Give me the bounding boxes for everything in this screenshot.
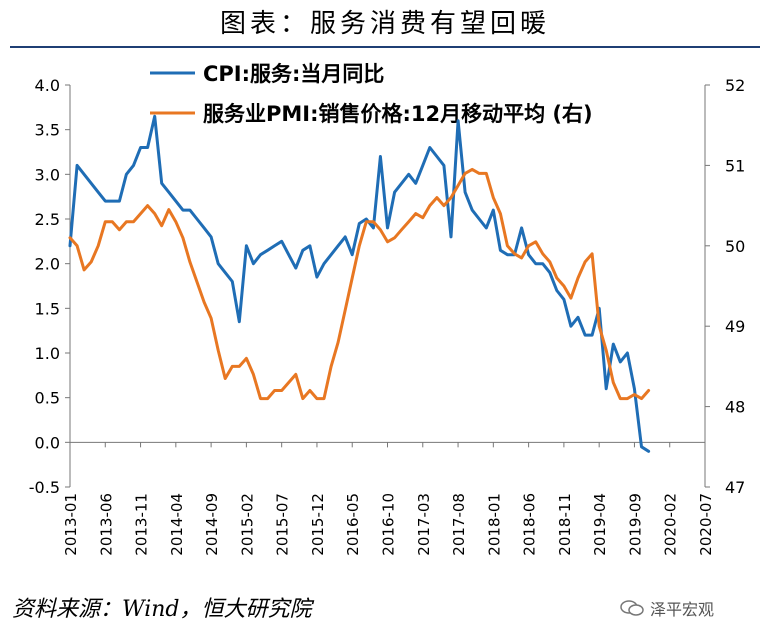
- x-tick-label: 2013-01: [62, 493, 80, 556]
- services-pmi-price-line: [68, 167, 651, 401]
- legend-label: 服务业PMI:销售价格:12月移动平均 (右): [203, 102, 593, 126]
- source-note: 资料来源：Wind，恒大研究院: [12, 597, 312, 622]
- left-tick-label: 0.5: [35, 389, 60, 408]
- left-tick-label: 3.0: [35, 165, 60, 184]
- x-tick-label: 2015-07: [274, 493, 292, 556]
- right-tick-label: 51: [725, 156, 745, 175]
- watermark: 泽平宏观: [620, 596, 714, 620]
- right-tick-label: 52: [725, 76, 745, 95]
- x-tick-label: 2013-11: [133, 493, 151, 556]
- cpi-services-line: [68, 114, 651, 453]
- right-tick-label: 50: [725, 237, 745, 256]
- x-tick-label: 2013-06: [97, 493, 115, 556]
- x-tick-label: 2015-02: [238, 493, 256, 556]
- axes: 4.0 3.5 3.0 2.5 2.0 1.5 1.0 0.5 0.0 -0.5 52 51 50 49 4…: [29, 76, 746, 556]
- left-tick-label: 4.0: [35, 76, 60, 95]
- series-lines: [68, 114, 651, 453]
- x-tick-label: 2018-01: [485, 493, 503, 556]
- x-tick-label: 2017-08: [450, 493, 468, 556]
- x-tick-label: 2018-06: [521, 493, 539, 556]
- left-tick-label: 1.5: [35, 299, 60, 318]
- dual-axis-line-chart: 4.0 3.5 3.0 2.5 2.0 1.5 1.0 0.5 0.0 -0.5 52 51 50 49 4…: [29, 62, 746, 556]
- left-tick-label: -0.5: [29, 478, 60, 497]
- x-tick-label: 2014-09: [203, 493, 221, 556]
- x-tick-label: 2020-02: [662, 493, 680, 556]
- right-tick-label: 49: [725, 317, 745, 336]
- x-tick-label: 2017-03: [415, 493, 433, 556]
- title-divider: [10, 46, 760, 48]
- x-tick-label: 2019-09: [626, 493, 644, 556]
- x-tick-label: 2020-07: [697, 493, 715, 556]
- x-tick-label: 2014-04: [168, 493, 186, 556]
- right-tick-label: 48: [725, 398, 745, 417]
- legend-label: CPI:服务:当月同比: [203, 62, 384, 86]
- left-tick-label: 2.5: [35, 210, 60, 229]
- x-tick-label: 2016-10: [380, 493, 398, 556]
- chart-title: 图表：服务消费有望回暖: [219, 9, 550, 39]
- left-tick-label: 1.0: [35, 344, 60, 363]
- wechat-icon: [620, 600, 644, 616]
- x-tick-label: 2019-04: [591, 493, 609, 556]
- x-tick-label: 2015-12: [309, 493, 327, 556]
- left-tick-label: 0.0: [35, 433, 60, 452]
- right-tick-label: 47: [725, 478, 745, 497]
- x-tick-label: 2016-05: [344, 493, 362, 556]
- watermark-text: 泽平宏观: [650, 600, 715, 619]
- left-tick-label: 2.0: [35, 255, 60, 274]
- x-tick-label: 2018-11: [556, 493, 574, 556]
- left-tick-label: 3.5: [35, 121, 60, 140]
